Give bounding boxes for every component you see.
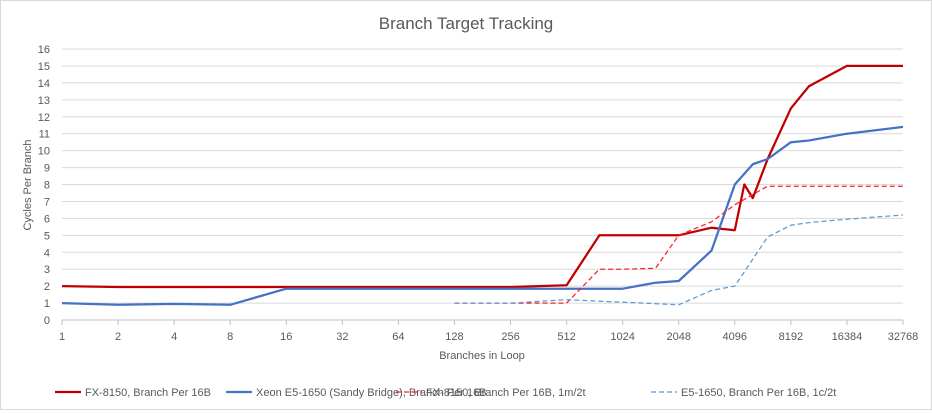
series-lines [61,64,904,306]
series-line-3 [454,185,903,304]
x-axis [61,319,904,325]
y-tick-label: 12 [38,112,50,124]
y-tick-label: 11 [39,129,50,141]
legend-label-1: FX-8150, Branch Per 16B [85,387,211,399]
x-tick-label: 32 [336,331,348,343]
series-line-2 [61,125,904,306]
x-tick-label: 256 [501,331,519,343]
x-axis-label: Branches in Loop [439,350,525,362]
chart-title: Branch Target Tracking [379,14,554,33]
y-tick-label: 5 [44,230,50,242]
x-tick-label: 2 [115,331,121,343]
legend-label-4: E5-1650, Branch Per 16B, 1c/2t [681,387,836,399]
y-tick-label: 14 [38,78,50,90]
x-tick-label: 128 [445,331,463,343]
y-tick-label: 8 [44,180,50,192]
y-tick-label: 10 [38,146,50,158]
y-tick-label: 4 [44,247,50,259]
gridlines [62,48,903,304]
x-tick-label: 32768 [888,331,919,343]
x-tick-labels: 1 2 4 8 16 32 64 128 256 512 1024 2048 4096 8192 16384… [59,331,918,343]
x-tick-label: 64 [392,331,404,343]
x-tick-label: 8 [227,331,233,343]
y-tick-label: 15 [38,61,50,73]
y-tick-label: 7 [44,196,50,208]
x-tick-label: 8192 [779,331,803,343]
x-tick-label: 16384 [832,331,863,343]
x-tick-label: 1 [59,331,65,343]
x-tick-label: 16 [280,331,292,343]
y-tick-label: 13 [38,95,50,107]
legend-label-2: Xeon E5-1650 (Sandy Bridge), Branch Per … [256,387,487,399]
y-tick-label: 1 [44,298,50,310]
y-tick-label: 16 [38,44,50,56]
x-tick-label: 4 [171,331,177,343]
series-line-1 [61,64,903,289]
x-tick-label: 512 [557,331,575,343]
y-tick-label: 9 [44,163,50,175]
y-tick-label: 2 [44,281,50,293]
legend: FX-8150, Branch Per 16B Xeon E5-1650 (San… [55,387,836,399]
y-axis-label: Cycles Per Branch [22,139,34,230]
y-tick-label: 0 [44,315,50,327]
y-tick-label: 3 [44,264,50,276]
series-line-4 [454,214,904,306]
x-tick-label: 2048 [666,331,690,343]
y-tick-label: 6 [44,213,50,225]
x-tick-label: 1024 [610,331,634,343]
x-tick-label: 4096 [723,331,747,343]
legend-label-3: FX-8150, Branch Per 16B, 1m/2t [426,387,586,399]
